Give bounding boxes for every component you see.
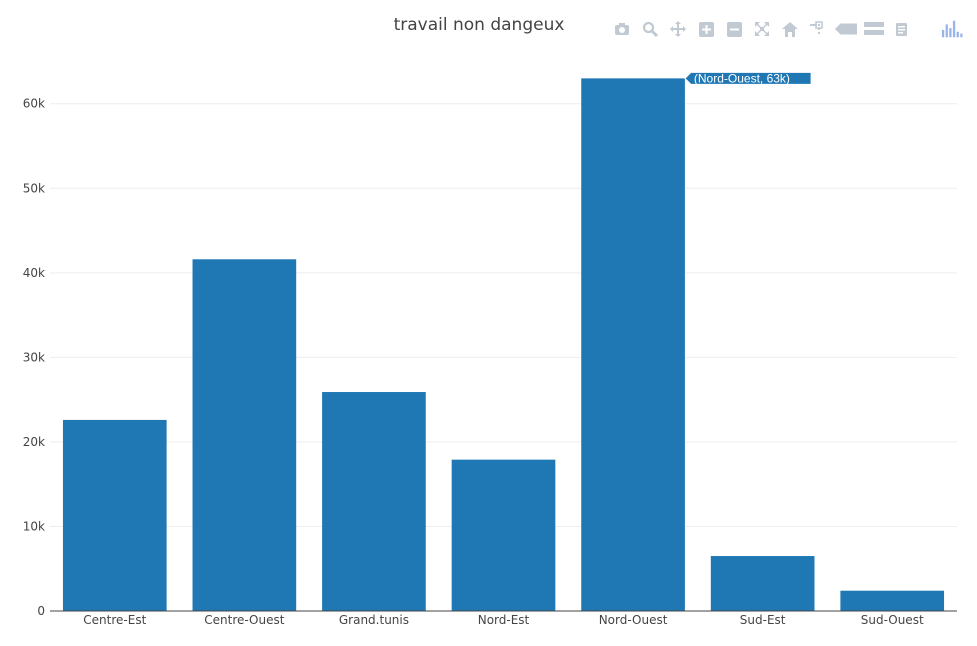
bar-sud-est[interactable] xyxy=(710,556,815,611)
y-tick-label: 10k xyxy=(23,519,45,533)
x-tick-label: Grand.tunis xyxy=(339,613,409,627)
hover-tooltip: (Nord-Ouest, 63k) xyxy=(684,71,812,85)
zoom-in-icon[interactable] xyxy=(695,18,717,40)
x-tick-label: Nord-Ouest xyxy=(599,613,668,627)
bar-sud-ouest[interactable] xyxy=(840,590,945,611)
plotly-logo-icon[interactable] xyxy=(941,18,963,40)
y-tick-label: 20k xyxy=(23,435,45,449)
axes: 0 10k 20k 30k 40k 50k 60k Centre-Est Centre-Oues… xyxy=(23,97,957,627)
y-tick-label: 0 xyxy=(37,604,45,618)
bar-nord-est[interactable] xyxy=(451,459,556,611)
bar-grand-tunis[interactable] xyxy=(322,392,426,611)
chart-title: travail non dangeux xyxy=(394,15,565,35)
spike-lines-icon[interactable] xyxy=(807,18,829,40)
bar-centre-est[interactable] xyxy=(62,419,167,611)
y-tick-label: 50k xyxy=(23,181,45,195)
hover-label: (Nord-Ouest, 63k) xyxy=(684,71,812,85)
hover-label-text: (Nord-Ouest, 63k) xyxy=(694,71,790,85)
hover-compare-icon[interactable] xyxy=(863,18,885,40)
bars xyxy=(62,78,945,611)
edit-chart-icon[interactable] xyxy=(891,18,913,40)
bar-nord-ouest[interactable] xyxy=(581,78,685,611)
zoom-out-icon[interactable] xyxy=(723,18,745,40)
y-tick-label: 60k xyxy=(23,97,45,111)
bar-centre-ouest[interactable] xyxy=(192,259,297,611)
pan-icon[interactable] xyxy=(667,18,689,40)
modebar-toolbar xyxy=(611,18,963,40)
zoom-icon[interactable] xyxy=(639,18,661,40)
y-tick-label: 30k xyxy=(23,350,45,364)
hover-closest-icon[interactable] xyxy=(835,18,857,40)
x-tick-label: Centre-Ouest xyxy=(204,613,284,627)
camera-icon[interactable] xyxy=(611,18,633,40)
x-tick-label: Centre-Est xyxy=(83,613,146,627)
x-tick-label: Sud-Est xyxy=(740,613,786,627)
x-tick-label: Sud-Ouest xyxy=(861,613,924,627)
autoscale-icon[interactable] xyxy=(751,18,773,40)
y-tick-label: 40k xyxy=(23,266,45,280)
x-tick-label: Nord-Est xyxy=(478,613,530,627)
reset-axes-icon[interactable] xyxy=(779,18,801,40)
